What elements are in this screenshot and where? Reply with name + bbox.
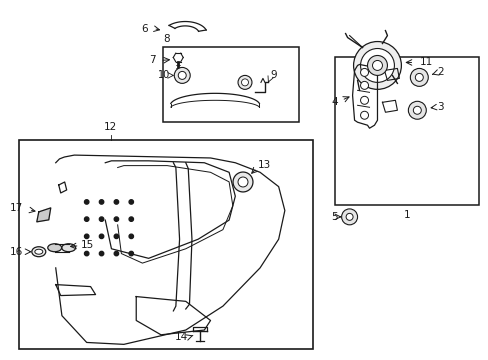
- Bar: [163, 46, 298, 122]
- Text: 8: 8: [163, 33, 170, 44]
- Text: 12: 12: [103, 122, 117, 132]
- Circle shape: [99, 200, 103, 204]
- Circle shape: [407, 101, 426, 119]
- Circle shape: [129, 234, 133, 239]
- Text: 2: 2: [436, 67, 443, 77]
- Circle shape: [129, 217, 133, 221]
- Circle shape: [129, 200, 133, 204]
- Circle shape: [360, 111, 368, 119]
- Circle shape: [114, 251, 119, 256]
- Circle shape: [84, 217, 89, 221]
- Circle shape: [114, 217, 119, 221]
- Circle shape: [414, 73, 423, 81]
- Circle shape: [84, 200, 89, 204]
- Circle shape: [360, 49, 394, 82]
- Circle shape: [84, 234, 89, 239]
- Circle shape: [360, 68, 368, 76]
- Text: 10: 10: [158, 71, 170, 80]
- Circle shape: [341, 209, 357, 225]
- Text: 9: 9: [269, 71, 276, 80]
- Circle shape: [174, 67, 190, 84]
- Circle shape: [238, 75, 251, 89]
- Circle shape: [367, 55, 386, 75]
- Circle shape: [99, 234, 103, 239]
- Text: 5: 5: [330, 212, 337, 222]
- Circle shape: [353, 41, 401, 89]
- Ellipse shape: [35, 249, 42, 254]
- Circle shape: [99, 251, 103, 256]
- Text: 7: 7: [148, 55, 155, 66]
- Circle shape: [233, 172, 252, 192]
- Text: 13: 13: [258, 160, 271, 170]
- Text: 4: 4: [330, 97, 337, 107]
- Text: 15: 15: [81, 240, 94, 250]
- Text: 11: 11: [419, 58, 432, 67]
- Circle shape: [84, 251, 89, 256]
- Circle shape: [99, 217, 103, 221]
- Circle shape: [412, 106, 421, 114]
- Circle shape: [360, 81, 368, 89]
- Text: 17: 17: [10, 203, 23, 213]
- Text: 16: 16: [10, 247, 23, 257]
- Circle shape: [409, 68, 427, 86]
- Ellipse shape: [48, 244, 61, 252]
- Circle shape: [238, 177, 247, 187]
- Circle shape: [346, 213, 352, 220]
- Circle shape: [129, 251, 133, 256]
- Bar: [19, 140, 312, 349]
- Ellipse shape: [61, 244, 76, 252]
- Circle shape: [241, 79, 248, 86]
- Text: 6: 6: [142, 24, 148, 33]
- Circle shape: [114, 234, 119, 239]
- Circle shape: [360, 96, 368, 104]
- Bar: [334, 58, 478, 205]
- Circle shape: [372, 60, 382, 71]
- Text: 1: 1: [403, 210, 410, 220]
- Polygon shape: [37, 208, 51, 222]
- Circle shape: [114, 200, 119, 204]
- Circle shape: [178, 71, 186, 80]
- Text: 14: 14: [175, 332, 188, 342]
- Text: 3: 3: [436, 102, 443, 112]
- Ellipse shape: [32, 247, 46, 257]
